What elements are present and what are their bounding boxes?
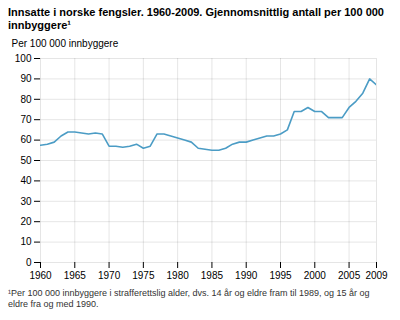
svg-text:1960: 1960 bbox=[29, 270, 52, 281]
svg-text:40: 40 bbox=[20, 175, 32, 186]
html-text:¹Per 100 000 innbyggere i stra: ¹Per 100 000 innbyggere i strafferettsli… bbox=[8, 288, 370, 310]
svg-text:1970: 1970 bbox=[98, 270, 121, 281]
svg-text:1990: 1990 bbox=[235, 270, 258, 281]
svg-text:70: 70 bbox=[20, 114, 32, 125]
svg-text:50: 50 bbox=[20, 155, 32, 166]
svg-text:10: 10 bbox=[20, 237, 32, 248]
svg-text:60: 60 bbox=[20, 135, 32, 146]
svg-text:1985: 1985 bbox=[201, 270, 224, 281]
svg-text:30: 30 bbox=[20, 196, 32, 207]
svg-text:2000: 2000 bbox=[304, 270, 327, 281]
svg-text:20: 20 bbox=[20, 216, 32, 227]
svg-text:1995: 1995 bbox=[269, 270, 292, 281]
svg-text:90: 90 bbox=[20, 73, 32, 84]
svg-text:1975: 1975 bbox=[132, 270, 155, 281]
svg-text:80: 80 bbox=[20, 94, 32, 105]
svg-text:100: 100 bbox=[15, 53, 32, 64]
svg-text:2005: 2005 bbox=[338, 270, 361, 281]
svg-text:0: 0 bbox=[26, 257, 32, 268]
html-text:Innsatte i norske fengsler. 19: Innsatte i norske fengsler. 1960-2009. G… bbox=[8, 6, 384, 32]
svg-text:1965: 1965 bbox=[64, 270, 87, 281]
svg-text:Per 100 000 innbyggere: Per 100 000 innbyggere bbox=[12, 38, 119, 49]
svg-text:1980: 1980 bbox=[167, 270, 190, 281]
svg-text:2009: 2009 bbox=[365, 270, 388, 281]
